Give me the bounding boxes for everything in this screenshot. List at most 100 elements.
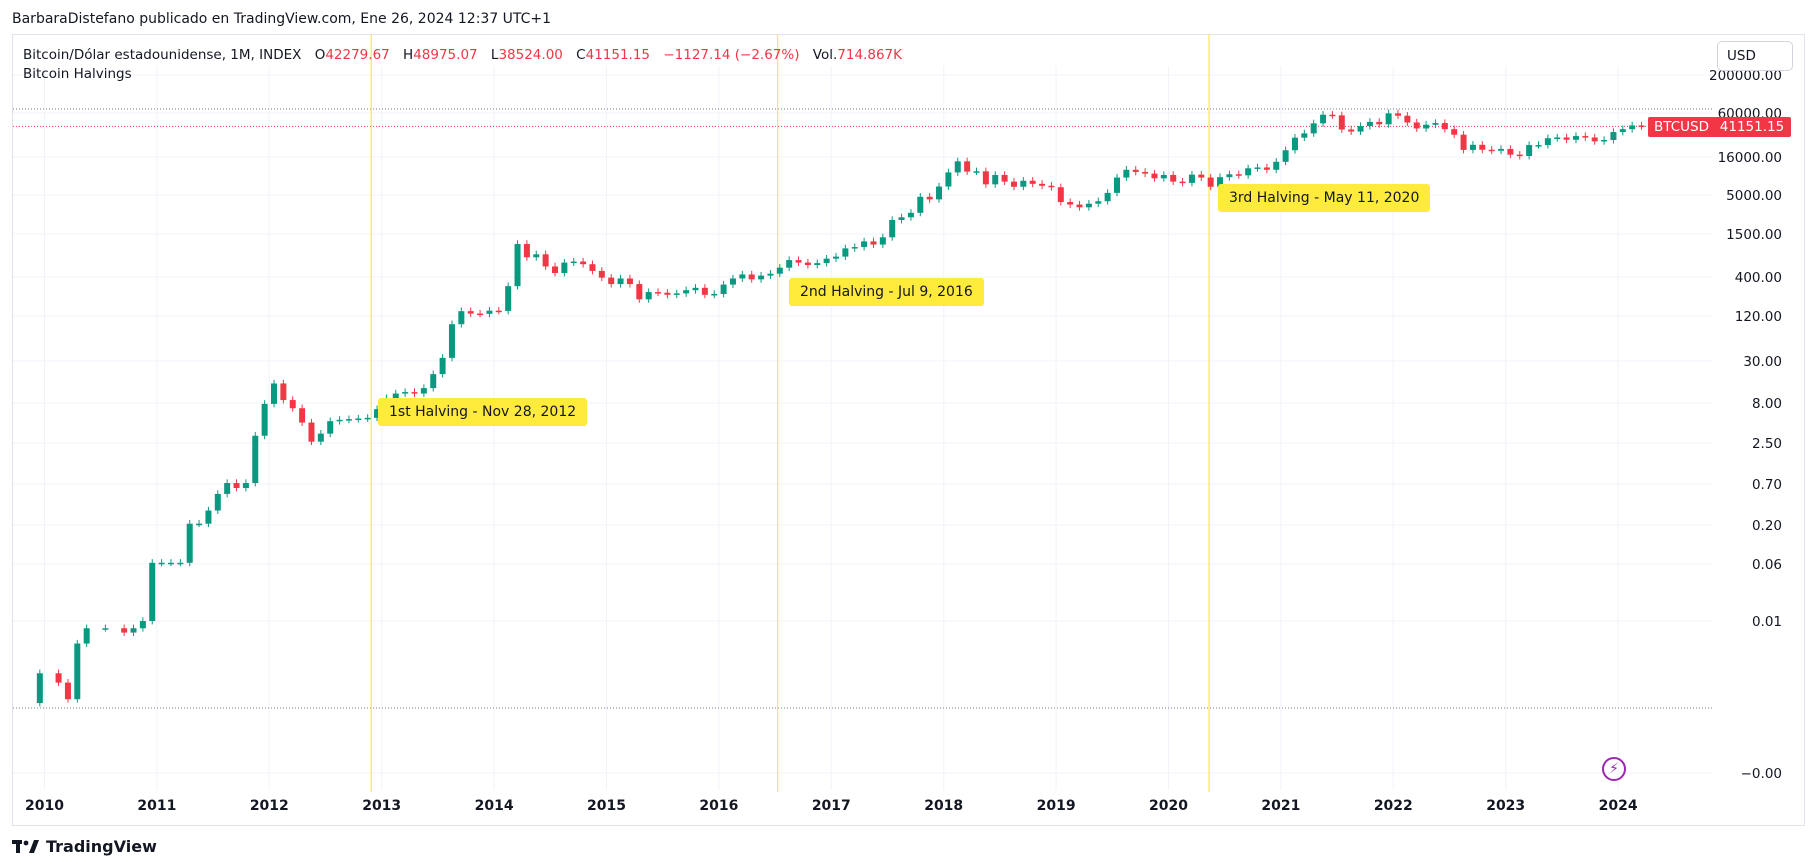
publisher-caption: BarbaraDistefano publicado en TradingVie…	[12, 11, 552, 27]
candle-body	[1488, 149, 1495, 152]
volume-label: Vol.	[812, 47, 838, 63]
candle-body	[280, 383, 287, 401]
candle-body	[467, 311, 474, 314]
candle-body	[720, 284, 727, 294]
candle-body	[617, 278, 624, 285]
candle-body	[664, 292, 671, 295]
halving-label-3rd[interactable]: 3rd Halving - May 11, 2020	[1218, 184, 1431, 212]
halving-lines	[370, 34, 1210, 792]
candle-body	[1619, 129, 1626, 133]
time-tick-label: 2013	[362, 798, 401, 814]
candle-body	[1217, 177, 1224, 187]
candle-body	[1329, 114, 1336, 117]
candle-body	[561, 262, 568, 273]
candle-body	[1535, 145, 1542, 147]
time-tick-label: 2015	[587, 798, 626, 814]
currency-button[interactable]: USD	[1717, 41, 1793, 71]
symbol-description[interactable]: Bitcoin/Dólar estadounidense, 1M, INDEX	[23, 47, 302, 63]
candle-body	[345, 419, 352, 421]
candle-body	[74, 643, 81, 700]
candle-body	[102, 628, 109, 630]
candle-body	[83, 628, 90, 644]
candle-body	[167, 562, 174, 565]
candle-body	[870, 241, 877, 245]
candle-body	[458, 311, 465, 325]
close-label: C	[576, 47, 586, 63]
candle-body	[439, 357, 446, 375]
candle-body	[186, 523, 193, 563]
candle-body	[1095, 201, 1102, 204]
candle-body	[767, 273, 774, 276]
candle-body	[1582, 136, 1589, 138]
candle-body	[308, 422, 315, 442]
candle-body	[823, 258, 830, 264]
tradingview-brand[interactable]: TradingView	[12, 836, 157, 856]
price-tick-label: 8.00	[1752, 396, 1782, 412]
candle-body	[542, 254, 549, 267]
candle-body	[701, 287, 708, 295]
candle-body	[1310, 123, 1317, 134]
candle-body	[1235, 174, 1242, 176]
candle-body	[327, 421, 334, 434]
candle-body	[729, 278, 736, 285]
candle-body	[523, 243, 530, 258]
candle-body	[505, 286, 512, 311]
candle-body	[1301, 133, 1308, 138]
candle-body	[233, 483, 240, 489]
candle-body	[533, 254, 540, 258]
candle-body	[711, 293, 718, 296]
candle-body	[1451, 129, 1458, 135]
change-value: −1127.14 (−2.67%)	[663, 47, 800, 63]
candle-body	[364, 417, 371, 420]
time-tick-label: 2010	[25, 798, 64, 814]
indicator-name[interactable]: Bitcoin Halvings	[23, 66, 132, 82]
price-tick-label: 0.01	[1752, 614, 1782, 630]
time-tick-label: 2011	[137, 798, 176, 814]
candle-body	[1526, 145, 1533, 157]
time-axis[interactable]: 2010 2011 2012 2013 2014 2015 2016 2017 2018 2019…	[25, 798, 1638, 814]
candle-body	[804, 262, 811, 266]
candle-body	[177, 562, 184, 565]
candle-body	[589, 264, 596, 271]
candle-body	[636, 284, 643, 300]
candle-body	[214, 493, 221, 511]
price-axis[interactable]: 200000.0060000.0016000.005000.001500.004…	[1709, 68, 1782, 782]
candle-body	[1320, 114, 1327, 124]
candle-body	[1160, 174, 1167, 179]
price-tick-label: 5000.00	[1726, 188, 1782, 204]
candle-body	[598, 270, 605, 278]
lightning-bolt-icon[interactable]: ⚡	[1602, 757, 1626, 781]
candle-body	[1076, 204, 1083, 208]
candle-body	[655, 292, 662, 294]
candle-body	[673, 293, 680, 295]
candle-body	[1048, 185, 1055, 188]
candle-body	[1591, 137, 1598, 142]
candle-body	[945, 172, 952, 187]
price-tick-label: 2.50	[1752, 436, 1782, 452]
price-tick-label: 0.70	[1752, 477, 1782, 493]
candle-body	[1273, 161, 1280, 170]
time-tick-label: 2020	[1149, 798, 1188, 814]
candle-body	[982, 171, 989, 185]
candle-body	[1123, 169, 1130, 178]
candle-body	[374, 409, 381, 418]
candle-body	[317, 433, 324, 442]
close-value: 41151.15	[585, 47, 651, 63]
halving-label-2nd[interactable]: 2nd Halving - Jul 9, 2016	[789, 278, 984, 306]
candle-body	[570, 261, 577, 264]
candle-body	[64, 682, 71, 700]
candle-body	[448, 324, 455, 358]
grid-lines	[13, 66, 1712, 790]
price-tick-label: 30.00	[1743, 354, 1782, 370]
candle-body	[786, 260, 793, 268]
candle-body	[833, 256, 839, 259]
candle-body	[1629, 125, 1636, 130]
candle-body	[1114, 177, 1120, 193]
candle-body	[1020, 180, 1027, 187]
candle-body	[1245, 168, 1252, 176]
candle-body	[121, 628, 128, 633]
candle-body	[1376, 121, 1383, 125]
candle-body	[205, 510, 212, 524]
halving-label-1st[interactable]: 1st Halving - Nov 28, 2012	[378, 398, 588, 426]
